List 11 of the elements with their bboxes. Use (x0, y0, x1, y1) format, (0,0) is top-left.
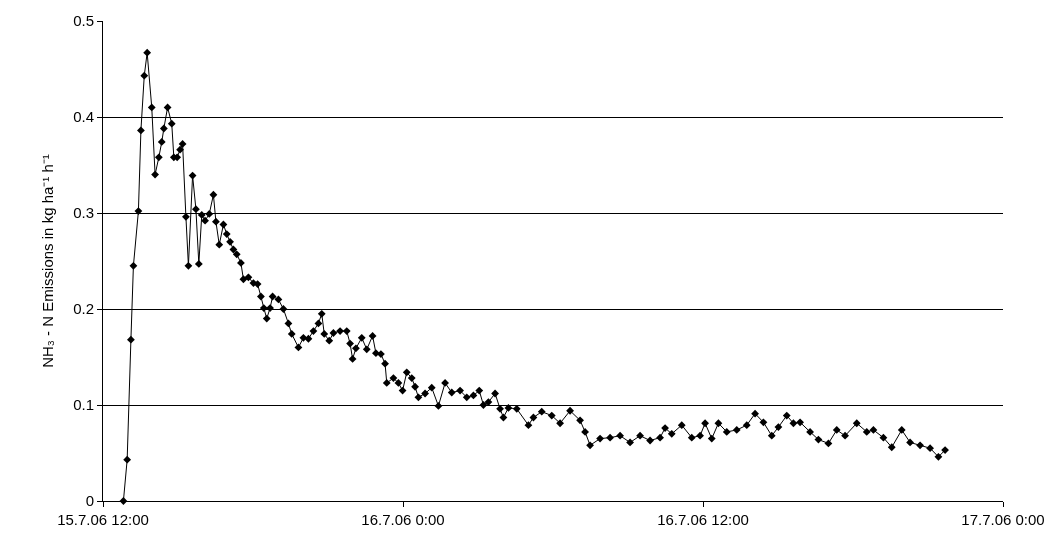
y-axis-title: NH₃ - N Emissions in kg ha⁻¹ h⁻¹ (39, 154, 57, 368)
y-tick-label: 0.1 (73, 396, 94, 414)
y-tick-label: 0.2 (73, 300, 94, 318)
x-tick-label: 16.7.06 0:00 (361, 511, 445, 528)
y-tick-label: 0.4 (73, 108, 94, 126)
x-tick-label: 17.7.06 0:00 (961, 511, 1045, 528)
x-tick-label: 16.7.06 12:00 (657, 511, 749, 528)
y-tick-label: 0 (85, 492, 94, 510)
y-tick-label: 0.5 (73, 12, 94, 30)
y-tick-label: 0.3 (73, 204, 94, 222)
x-tick-label: 15.7.06 12:00 (57, 511, 149, 528)
